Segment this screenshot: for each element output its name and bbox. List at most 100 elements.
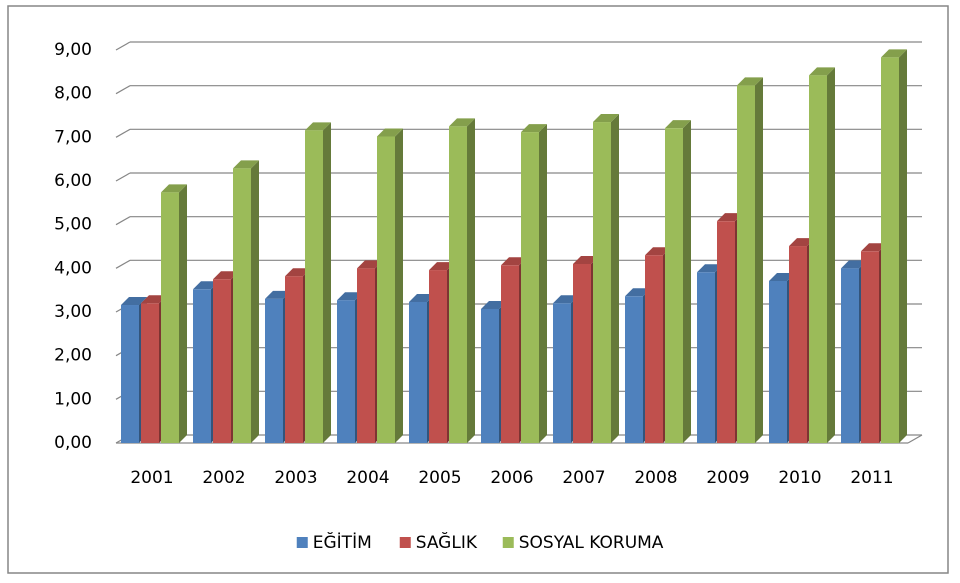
grid-line-depth	[115, 216, 131, 226]
bar	[481, 308, 499, 443]
x-tick-label: 2002	[202, 468, 245, 488]
bar-side	[395, 128, 403, 443]
bar-top	[645, 247, 671, 256]
y-tick-label: 4,00	[54, 258, 92, 278]
legend-swatch	[296, 537, 308, 548]
y-tick-label: 5,00	[54, 215, 92, 235]
bar-top	[553, 295, 579, 304]
bar	[429, 270, 447, 443]
y-tick-label: 3,00	[54, 302, 92, 322]
grid-line-depth	[115, 85, 131, 95]
x-tick-label: 2008	[634, 468, 677, 488]
y-tick-label: 8,00	[54, 84, 92, 104]
bar	[121, 305, 139, 443]
bar-side	[611, 114, 619, 444]
bar	[717, 221, 735, 443]
bar	[233, 168, 251, 443]
bar	[501, 265, 519, 443]
bar-side	[899, 49, 907, 443]
bar	[449, 126, 467, 444]
bar	[593, 122, 611, 444]
bar	[265, 298, 283, 443]
bar	[789, 246, 807, 443]
grid-line-depth	[115, 259, 131, 269]
grid-line-depth	[115, 128, 131, 138]
bar-top	[501, 257, 527, 266]
bar-top	[737, 77, 763, 86]
bar-top	[141, 295, 167, 304]
bar-top	[789, 238, 815, 247]
bar	[841, 268, 859, 443]
x-tick-label: 2004	[346, 468, 389, 488]
bar-side	[683, 120, 691, 443]
bar	[737, 85, 755, 444]
x-tick-label: 2010	[778, 468, 821, 488]
bar-top	[841, 260, 867, 269]
x-tick-label: 2003	[274, 468, 317, 488]
bar-side	[827, 67, 835, 444]
bar-side	[467, 118, 475, 444]
bar-top	[697, 264, 723, 273]
bar-top	[521, 124, 547, 133]
bar-top	[285, 268, 311, 277]
y-tick-label: 2,00	[54, 346, 92, 366]
x-tick-label: 2009	[706, 468, 749, 488]
bar	[553, 303, 571, 443]
bar	[305, 130, 323, 443]
bar-top	[377, 128, 403, 137]
bar-top	[881, 49, 907, 58]
bar-top	[593, 114, 619, 123]
bar	[697, 272, 715, 443]
legend-label: EĞİTİM	[313, 531, 372, 553]
bar-side	[251, 160, 259, 443]
bar-top	[717, 213, 743, 222]
bar	[409, 301, 427, 443]
bar	[881, 57, 899, 443]
bar	[213, 279, 231, 443]
bar-side	[323, 122, 331, 443]
bar-top	[769, 272, 795, 281]
x-tick-label: 2001	[130, 468, 173, 488]
bar	[161, 192, 179, 443]
legend-swatch	[399, 537, 411, 548]
bar-top	[337, 292, 363, 301]
bar-top	[409, 293, 435, 302]
y-tick-label: 7,00	[54, 127, 92, 147]
bar	[193, 289, 211, 443]
y-tick-label: 9,00	[54, 40, 92, 60]
bar-side	[539, 124, 547, 444]
x-tick-label: 2006	[490, 468, 533, 488]
bar-top	[357, 260, 383, 269]
bar	[357, 268, 375, 443]
bar	[769, 280, 787, 443]
bar-top	[233, 160, 259, 169]
bar-top	[193, 281, 219, 290]
y-tick-label: 0,00	[54, 433, 92, 453]
bar-side	[755, 77, 763, 444]
legend-swatch	[502, 537, 514, 548]
bar-top	[665, 120, 691, 129]
bar	[337, 300, 355, 443]
bar	[809, 75, 827, 444]
axis-floor-depth	[907, 434, 923, 444]
bar	[521, 132, 539, 444]
grid-line-depth	[115, 172, 131, 182]
bar-top	[121, 297, 147, 306]
legend-label: SAĞLIK	[416, 531, 478, 553]
bar-top	[161, 184, 187, 193]
bar	[625, 296, 643, 443]
bar-top	[429, 262, 455, 271]
legend-label: SOSYAL KORUMA	[519, 533, 664, 553]
bar	[141, 303, 159, 443]
bar-top	[449, 118, 475, 127]
bar-top	[809, 67, 835, 76]
y-tick-label: 1,00	[54, 389, 92, 409]
bar	[645, 255, 663, 443]
bar-top	[573, 255, 599, 264]
bar-top	[481, 300, 507, 309]
x-tick-label: 2011	[850, 468, 893, 488]
bar-side	[179, 184, 187, 443]
x-tick-label: 2005	[418, 468, 461, 488]
bar-top	[305, 122, 331, 131]
